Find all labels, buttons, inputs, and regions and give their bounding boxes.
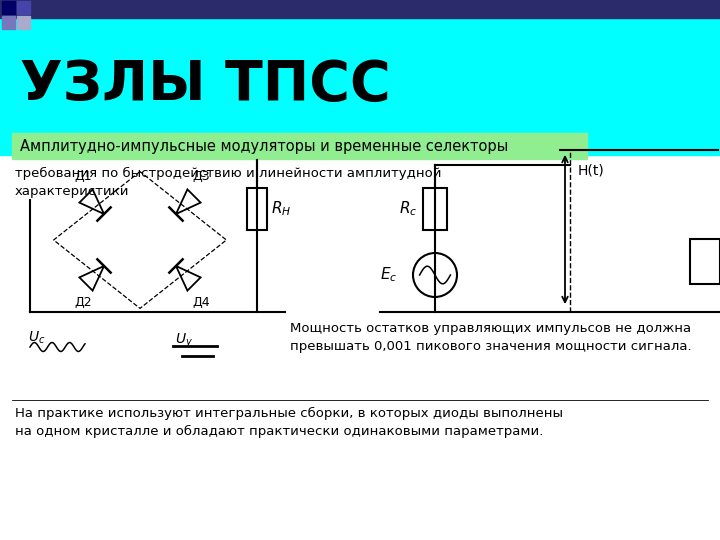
Text: Д3: Д3 — [192, 170, 210, 183]
Bar — [17, 1, 30, 14]
Text: требования по быстродействию и линейности амплитудной
характеристики: требования по быстродействию и линейност… — [15, 167, 441, 198]
Bar — [2, 1, 15, 14]
Text: $U_y$: $U_y$ — [175, 332, 193, 350]
Bar — [247, 188, 267, 230]
Bar — [0, 0, 720, 18]
Bar — [0, 18, 720, 155]
Bar — [2, 16, 15, 29]
Bar — [690, 239, 720, 284]
Text: Амплитудно-импульсные модуляторы и временные селекторы: Амплитудно-импульсные модуляторы и време… — [20, 138, 508, 153]
Bar — [17, 16, 30, 29]
Text: Д4: Д4 — [192, 296, 210, 309]
Text: $R_H$: $R_H$ — [271, 200, 292, 218]
Text: Мощность остатков управляющих импульсов не должна
превышать 0,001 пикового значе: Мощность остатков управляющих импульсов … — [290, 322, 692, 353]
Text: $R_c$: $R_c$ — [399, 200, 418, 218]
Text: На практике используют интегральные сборки, в которых диоды выполнены
на одном к: На практике используют интегральные сбор… — [15, 407, 563, 438]
Text: $E_c$: $E_c$ — [380, 266, 397, 285]
Text: УЗЛЫ ТПСС: УЗЛЫ ТПСС — [20, 58, 391, 112]
Text: $U_c$: $U_c$ — [28, 330, 45, 346]
Bar — [423, 188, 447, 230]
Text: Д1: Д1 — [74, 170, 91, 183]
Text: Д2: Д2 — [74, 296, 91, 309]
Text: H(t): H(t) — [578, 163, 605, 177]
Bar — [12, 133, 587, 159]
